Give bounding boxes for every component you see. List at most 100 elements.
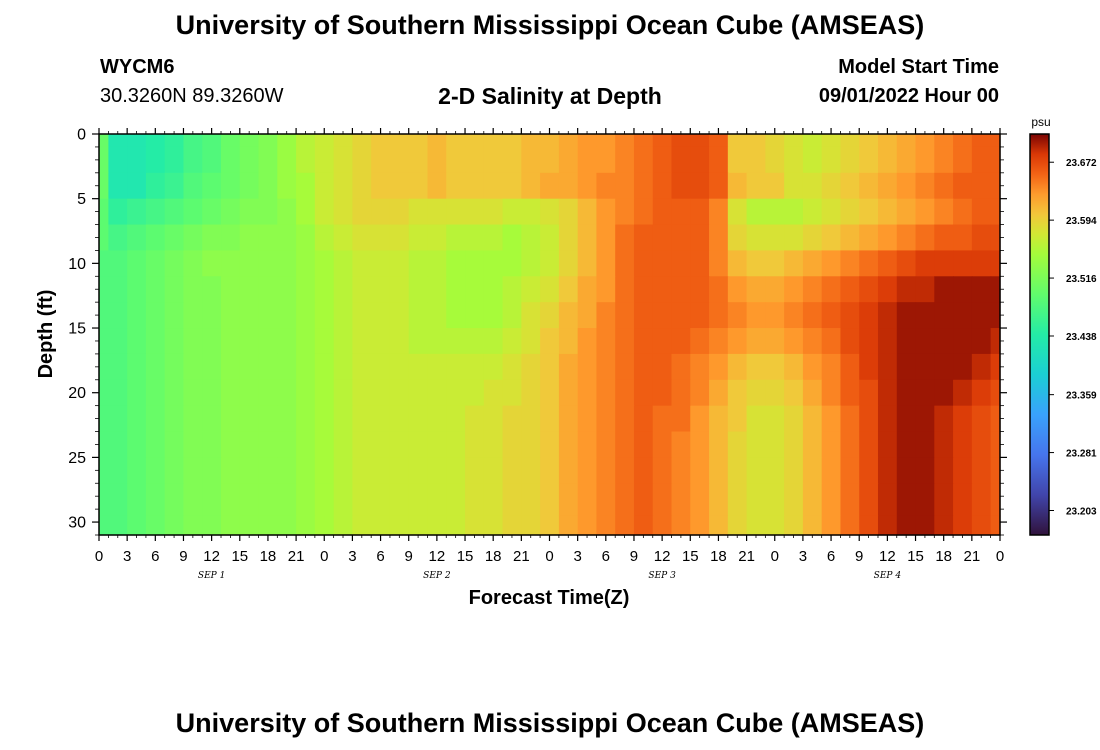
- heatmap-cell: [352, 515, 372, 536]
- heatmap-cell: [671, 457, 691, 484]
- heatmap-cell: [596, 172, 616, 200]
- heatmap-cell: [183, 431, 203, 458]
- heatmap-cell: [953, 250, 973, 277]
- heatmap-cell: [990, 172, 1001, 200]
- heatmap-cell: [784, 172, 804, 200]
- heatmap-cell: [784, 405, 804, 433]
- heatmap-cell: [577, 250, 598, 277]
- heatmap-cell: [934, 224, 954, 252]
- heatmap-cell: [521, 224, 541, 252]
- heatmap-cell: [802, 146, 823, 174]
- heatmap-cell: [859, 379, 879, 407]
- heatmap-cell: [821, 379, 842, 407]
- heatmap-cell: [877, 198, 898, 226]
- heatmap-cell: [558, 134, 579, 148]
- heatmap-cell: [296, 405, 316, 433]
- heatmap-cell: [915, 172, 935, 200]
- heatmap-cell: [183, 172, 203, 200]
- heatmap-cell: [108, 134, 128, 148]
- heatmap-cell: [746, 224, 766, 252]
- heatmap-cell: [239, 379, 260, 407]
- heatmap-cell: [258, 379, 278, 407]
- heatmap-cell: [352, 134, 372, 148]
- heatmap-cell: [840, 353, 860, 381]
- heatmap-cell: [746, 146, 766, 174]
- heatmap-cell: [127, 276, 147, 303]
- heatmap-cell: [615, 431, 635, 458]
- heatmap-cell: [314, 134, 335, 148]
- heatmap-cell: [127, 353, 147, 381]
- heatmap-cell: [521, 198, 541, 226]
- heatmap-cell: [577, 457, 598, 484]
- heatmap-cell: [746, 405, 766, 433]
- heatmap-cell: [896, 405, 917, 433]
- heatmap-cell: [221, 172, 241, 200]
- heatmap-cell: [577, 172, 598, 200]
- heatmap-cell: [953, 405, 973, 433]
- heatmap-cell: [709, 276, 729, 303]
- heatmap-cell: [521, 405, 541, 433]
- x-tick-label: 21: [513, 548, 530, 565]
- heatmap-cell: [840, 276, 860, 303]
- heatmap-cell: [408, 250, 429, 277]
- heatmap-cell: [145, 431, 166, 458]
- heatmap-cell: [746, 250, 766, 277]
- heatmap-cell: [483, 172, 504, 200]
- heatmap-cell: [446, 515, 466, 536]
- heatmap-cell: [877, 146, 898, 174]
- heatmap-cell: [352, 405, 372, 433]
- heatmap-cell: [709, 405, 729, 433]
- heatmap-cell: [784, 134, 804, 148]
- heatmap-cell: [202, 198, 222, 226]
- heatmap-cell: [521, 515, 541, 536]
- heatmap-cell: [371, 172, 391, 200]
- heatmap-cell: [821, 276, 842, 303]
- station-coordinates: 30.3260N 89.3260W: [100, 85, 284, 107]
- heatmap-cell: [671, 515, 691, 536]
- heatmap-cell: [296, 224, 316, 252]
- x-tick-label: 9: [179, 548, 187, 565]
- x-tick-label: 6: [602, 548, 610, 565]
- heatmap-cell: [540, 457, 560, 484]
- heatmap-cell: [427, 515, 447, 536]
- heatmap-cell: [145, 250, 166, 277]
- heatmap-cell: [652, 405, 673, 433]
- heatmap-cell: [483, 379, 504, 407]
- heatmap-cell: [202, 431, 222, 458]
- heatmap-cell: [784, 431, 804, 458]
- heatmap-cell: [934, 353, 954, 381]
- heatmap-cell: [953, 483, 973, 517]
- heatmap-cell: [239, 431, 260, 458]
- heatmap-cell: [145, 405, 166, 433]
- heatmap-cell: [540, 172, 560, 200]
- colorbar-tick-label: 23.359: [1066, 391, 1097, 402]
- heatmap-cell: [314, 198, 335, 226]
- heatmap-cell: [183, 457, 203, 484]
- heatmap-cell: [446, 353, 466, 381]
- heatmap-cell: [690, 224, 710, 252]
- heatmap-cell: [277, 353, 297, 381]
- heatmap-cell: [446, 276, 466, 303]
- heatmap-cell: [145, 198, 166, 226]
- heatmap-cell: [333, 515, 354, 536]
- heatmap-cell: [183, 134, 203, 148]
- x-tick-label: 12: [429, 548, 446, 565]
- heatmap-cell: [859, 276, 879, 303]
- heatmap-cell: [277, 431, 297, 458]
- heatmap-cell: [221, 328, 241, 355]
- heatmap-cell: [877, 515, 898, 536]
- heatmap-cell: [221, 302, 241, 329]
- heatmap-cell: [371, 224, 391, 252]
- heatmap-cell: [802, 379, 823, 407]
- heatmap-cell: [314, 353, 335, 381]
- heatmap-cell: [990, 379, 1001, 407]
- heatmap-cell: [615, 224, 635, 252]
- heatmap-cell: [633, 457, 654, 484]
- heatmap-cell: [633, 134, 654, 148]
- heatmap-cell: [145, 328, 166, 355]
- heatmap-cell: [183, 224, 203, 252]
- heatmap-cell: [596, 146, 616, 174]
- heatmap-cell: [934, 250, 954, 277]
- heatmap-cell: [202, 457, 222, 484]
- heatmap-cell: [596, 328, 616, 355]
